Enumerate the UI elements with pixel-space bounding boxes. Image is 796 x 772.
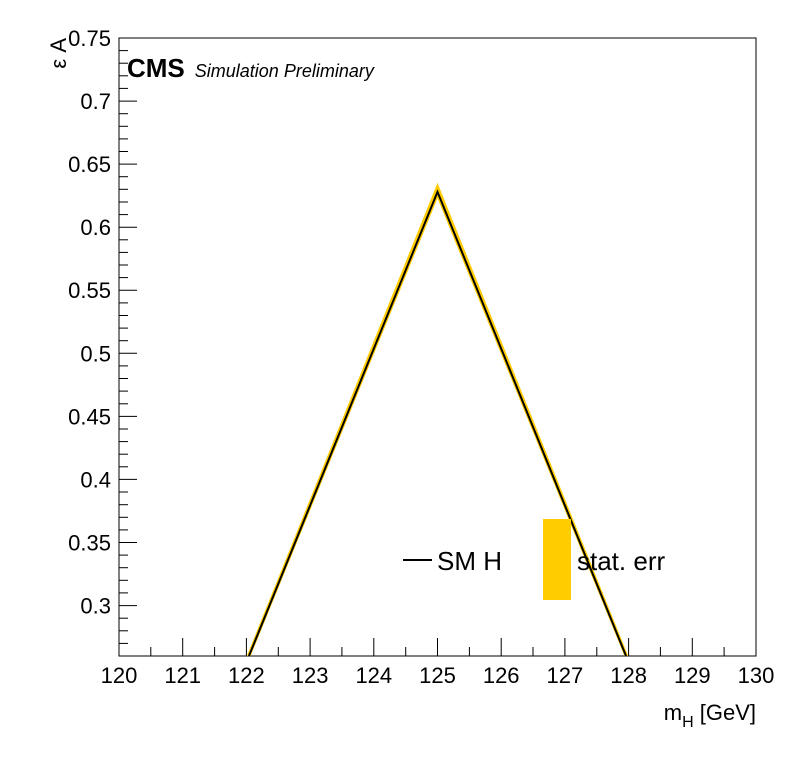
x-tick-label: 125 [419,663,456,688]
y-tick-label: 0.6 [80,215,111,240]
y-tick-label: 0.3 [80,594,111,619]
x-tick-label: 120 [101,663,138,688]
y-tick-label: 0.65 [68,152,111,177]
x-axis-tick-labels: 120 121 122 123 124 125 126 127 128 129 130 [101,663,775,688]
x-tick-label: 123 [292,663,329,688]
y-tick-label: 0.4 [80,467,111,492]
y-tick-label: 0.45 [68,404,111,429]
x-axis-title-unit: [GeV] [694,700,756,725]
x-axis-ticks [118,638,757,656]
stat-error-band [246,182,629,656]
legend-label-stat-err: stat. err [577,546,665,576]
legend-label-sm-h: SM H [437,546,502,576]
x-tick-label: 127 [547,663,584,688]
x-tick-label: 124 [355,663,392,688]
y-axis-tick-labels: 0.3 0.35 0.4 0.45 0.5 0.55 0.6 0.65 0.7 0.75 [68,26,111,619]
x-tick-label: 130 [738,663,775,688]
y-tick-label: 0.75 [68,26,111,51]
y-axis-title: ε A [46,38,71,69]
y-tick-label: 0.7 [80,89,111,114]
sm-h-series-line [247,189,628,656]
y-tick-label: 0.5 [80,341,111,366]
x-axis-title-main: m [664,700,682,725]
cms-logo-text: CMS [127,53,185,83]
x-tick-label: 128 [610,663,647,688]
cms-label: CMS Simulation Preliminary [127,53,375,83]
y-tick-label: 0.55 [68,278,111,303]
legend: SM H stat. err [403,519,665,600]
x-tick-label: 126 [483,663,520,688]
cms-subtitle: Simulation Preliminary [195,61,375,81]
y-tick-label: 0.35 [68,531,111,556]
x-axis-title-subscript: H [682,714,694,731]
x-tick-label: 129 [674,663,711,688]
x-tick-label: 121 [164,663,201,688]
legend-band-swatch [543,519,571,600]
y-axis-ticks [119,37,137,657]
x-tick-label: 122 [228,663,265,688]
x-axis-title: mH [GeV] [664,700,756,731]
